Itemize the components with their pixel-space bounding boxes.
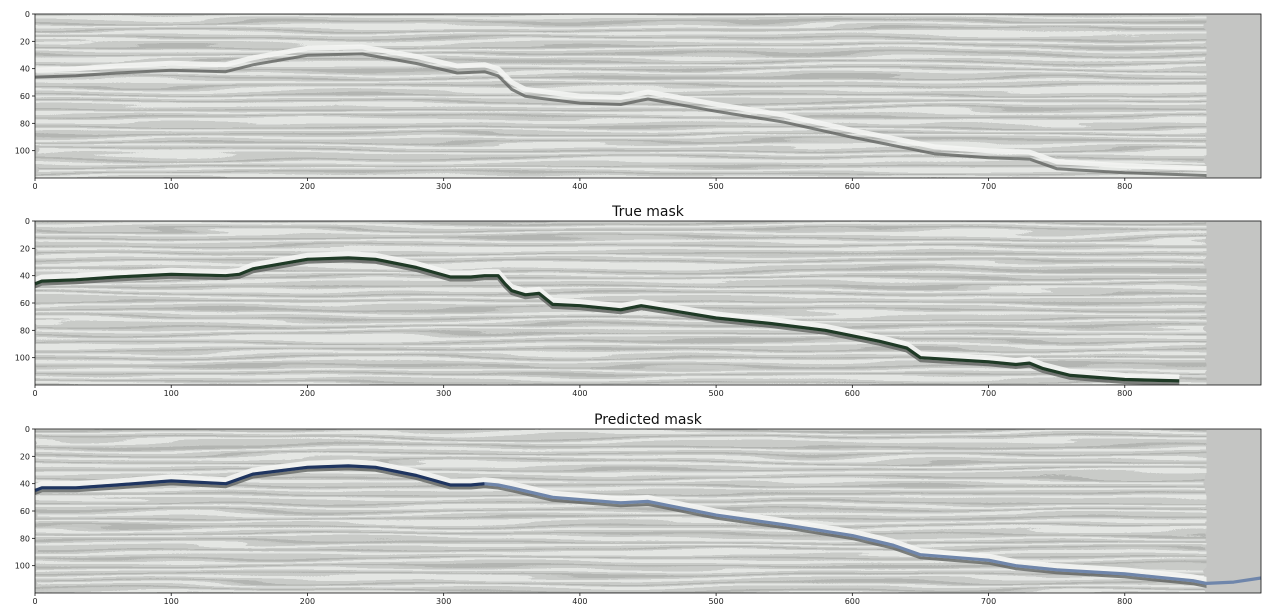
predicted-mask-panel: Predicted mask 0 100 200 300 400 500 600 700 800… — [15, 412, 1262, 606]
y-tick-label: 80 — [20, 119, 30, 128]
x-tick-label: 100 — [164, 182, 179, 191]
reflector-dark — [35, 259, 1180, 385]
y-tick-label: 80 — [20, 326, 30, 335]
x-tick-label: 800 — [1117, 182, 1132, 191]
x-tick-label: 200 — [300, 389, 315, 398]
x-tick-label: 500 — [708, 389, 723, 398]
x-tick-label: 200 — [300, 182, 315, 191]
x-tick-label: 700 — [981, 389, 996, 398]
x-tick-label: 600 — [845, 597, 860, 606]
y-tick-label: 60 — [20, 507, 30, 516]
y-tick-label: 60 — [20, 92, 30, 101]
mask-line-confident — [34, 464, 485, 492]
y-tick-label: 100 — [15, 562, 30, 571]
y-tick-label: 60 — [20, 299, 30, 308]
seismic-image-panel: 0 100 200 300 400 500 600 700 800 0 20 40 60 80 100 — [15, 10, 1262, 191]
x-tick-label: 0 — [32, 597, 37, 606]
x-tick-label: 500 — [708, 597, 723, 606]
x-tick-label: 300 — [436, 389, 451, 398]
reflector-dark — [35, 52, 1207, 177]
reflector-bright — [35, 251, 1180, 380]
x-tick-label: 800 — [1117, 389, 1132, 398]
y-tick-label: 0 — [25, 10, 30, 19]
x-tick-label: 400 — [572, 389, 587, 398]
x-tick-label: 300 — [436, 597, 451, 606]
y-tick-label: 40 — [20, 480, 30, 489]
seismic-texture — [35, 221, 1207, 385]
y-tick-label: 100 — [15, 354, 30, 363]
x-tick-label: 700 — [981, 182, 996, 191]
reflector-dark — [35, 467, 1207, 588]
x-tick-label: 0 — [32, 389, 37, 398]
y-tick-label: 20 — [20, 37, 30, 46]
x-tick-label: 700 — [981, 597, 996, 606]
x-tick-label: 800 — [1117, 597, 1132, 606]
x-tick-label: 600 — [845, 182, 860, 191]
y-tick-label: 0 — [25, 425, 30, 434]
seismic-texture — [35, 14, 1207, 178]
x-tick-label: 100 — [164, 389, 179, 398]
reflector-bright — [35, 459, 1207, 582]
panel-title-predicted-mask: Predicted mask — [594, 412, 703, 428]
mask-line — [34, 256, 1180, 383]
seismic-texture — [35, 429, 1207, 593]
x-tick-label: 500 — [708, 182, 723, 191]
panel-title-true-mask: True mask — [611, 204, 685, 220]
x-tick-label: 300 — [436, 182, 451, 191]
y-tick-label: 20 — [20, 452, 30, 461]
x-tick-label: 400 — [572, 182, 587, 191]
y-tick-label: 40 — [20, 65, 30, 74]
x-tick-label: 400 — [572, 597, 587, 606]
y-tick-label: 40 — [20, 272, 30, 281]
mask-line-uncertain — [484, 482, 1262, 586]
reflector-bright — [35, 44, 1207, 171]
x-tick-label: 100 — [164, 597, 179, 606]
y-tick-label: 0 — [25, 217, 30, 226]
y-tick-label: 20 — [20, 244, 30, 253]
true-mask-panel: True mask 0 100 200 300 400 500 600 700 800 0 20 40… — [15, 204, 1262, 398]
y-tick-label: 100 — [15, 147, 30, 156]
x-tick-label: 600 — [845, 389, 860, 398]
y-tick-label: 80 — [20, 534, 30, 543]
x-tick-label: 200 — [300, 597, 315, 606]
x-tick-label: 0 — [32, 182, 37, 191]
